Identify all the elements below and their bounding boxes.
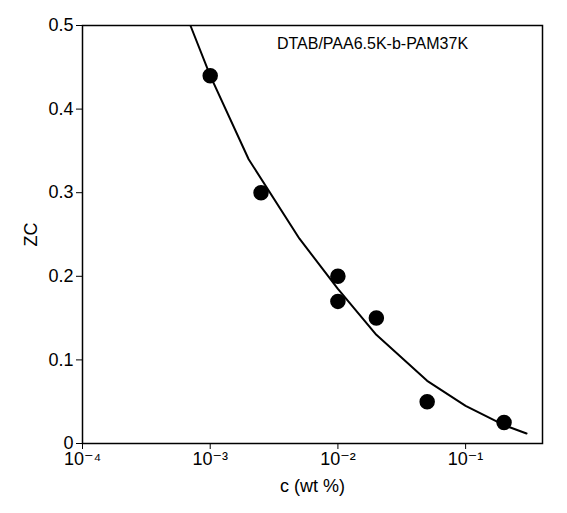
- svg-text:c (wt %): c (wt %): [280, 476, 345, 496]
- svg-text:0.2: 0.2: [48, 266, 73, 286]
- svg-text:10⁻⁴: 10⁻⁴: [63, 449, 102, 470]
- svg-text:10⁻¹: 10⁻¹: [448, 449, 484, 469]
- svg-text:ZC: ZC: [21, 223, 41, 247]
- svg-text:0: 0: [63, 433, 73, 453]
- svg-text:0.1: 0.1: [48, 350, 73, 370]
- svg-text:0.4: 0.4: [48, 99, 73, 119]
- svg-text:10⁻²: 10⁻²: [320, 449, 356, 469]
- svg-text:0.3: 0.3: [48, 182, 73, 202]
- svg-text:DTAB/PAA6.5K-b-PAM37K: DTAB/PAA6.5K-b-PAM37K: [277, 35, 469, 52]
- svg-text:10⁻³: 10⁻³: [192, 449, 228, 469]
- svg-text:0.5: 0.5: [48, 15, 73, 35]
